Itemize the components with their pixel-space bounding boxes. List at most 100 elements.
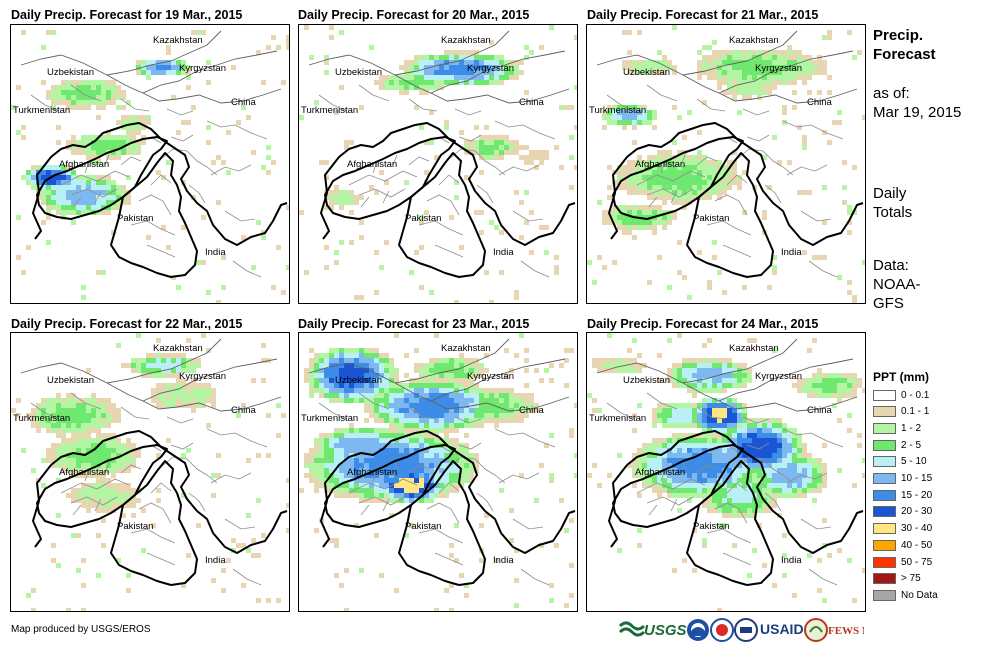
- country-label-afghanistan: Afghanistan: [59, 467, 109, 478]
- country-label-pakistan: Pakistan: [693, 521, 729, 532]
- legend-label: No Data: [901, 589, 938, 601]
- legend-label: 15 - 20: [901, 489, 933, 501]
- country-label-afghanistan: Afghanistan: [347, 159, 397, 170]
- country-label-china: China: [807, 405, 833, 416]
- legend-swatch: [873, 456, 896, 468]
- nws-logo: [710, 618, 734, 642]
- legend-label: 50 - 75: [901, 556, 933, 568]
- fews-net-logo: FEWS NET: [804, 618, 885, 642]
- map-panel-3: Kazakhstan Uzbekistan Kyrgyzstan Turkmenist…: [586, 24, 866, 304]
- country-label-kazakhstan: Kazakhstan: [729, 35, 779, 46]
- admin-boundaries: [596, 30, 858, 278]
- country-label-china: China: [519, 97, 545, 108]
- legend-item: No Data: [873, 589, 938, 601]
- legend-label: 0.1 - 1: [901, 406, 930, 418]
- country-label-uzbekistan: Uzbekistan: [47, 67, 94, 78]
- noaa-logo: [687, 619, 709, 641]
- country-borders: [32, 122, 288, 278]
- country-label-china: China: [519, 405, 545, 416]
- legend-label: 40 - 50: [901, 539, 933, 551]
- country-label-uzbekistan: Uzbekistan: [335, 375, 382, 386]
- legend-swatch: [873, 489, 896, 501]
- admin-boundaries: [308, 30, 570, 278]
- admin-boundaries: [20, 338, 282, 586]
- svg-text:USAID: USAID: [760, 621, 804, 637]
- legend-label: 5 - 10: [901, 456, 927, 468]
- panel-title-4: Daily Precip. Forecast for 22 Mar., 2015: [11, 317, 243, 331]
- legend-item: 5 - 10: [873, 456, 927, 468]
- country-label-afghanistan: Afghanistan: [635, 467, 685, 478]
- legend-label: 0 - 0.1: [901, 389, 930, 401]
- country-label-kazakhstan: Kazakhstan: [153, 35, 203, 46]
- as-of-date: Mar 19, 2015: [873, 104, 962, 121]
- country-label-kazakhstan: Kazakhstan: [441, 343, 491, 354]
- country-label-india: India: [205, 555, 226, 566]
- country-label-uzbekistan: Uzbekistan: [335, 67, 382, 78]
- map-svg: Kazakhstan Uzbekistan Kyrgyzstan Turkmenist…: [299, 333, 577, 611]
- data-source-line-3: GFS: [873, 295, 904, 312]
- map-svg: Kazakhstan Uzbekistan Kyrgyzstan Turkmenist…: [587, 25, 865, 303]
- panel-title-2: Daily Precip. Forecast for 20 Mar., 2015: [298, 8, 530, 22]
- country-label-pakistan: Pakistan: [405, 213, 441, 224]
- legend-item: 20 - 30: [873, 506, 932, 518]
- country-label-india: India: [205, 247, 226, 258]
- country-label-uzbekistan: Uzbekistan: [623, 375, 670, 386]
- country-label-china: China: [231, 97, 257, 108]
- panel-title-3: Daily Precip. Forecast for 21 Mar., 2015: [587, 8, 819, 22]
- map-panel-2: Kazakhstan Uzbekistan Kyrgyzstan Turkmenist…: [298, 24, 578, 304]
- legend-title: PPT (mm): [873, 370, 930, 384]
- country-label-china: China: [231, 405, 257, 416]
- country-label-kazakhstan: Kazakhstan: [153, 343, 203, 354]
- legend-swatch: [873, 406, 896, 418]
- legend-item: 50 - 75: [873, 556, 932, 568]
- country-label-pakistan: Pakistan: [405, 521, 441, 532]
- admin-boundaries: [308, 338, 570, 586]
- map-panel-6: Kazakhstan Uzbekistan Kyrgyzstan Turkmenist…: [586, 332, 866, 612]
- usgs-logo: USGS: [618, 621, 687, 639]
- country-label-turkmenistan: Turkmenistan: [301, 413, 358, 424]
- country-label-india: India: [781, 247, 802, 258]
- map-svg: Kazakhstan Uzbekistan Kyrgyzstan Turkmenist…: [11, 30, 289, 303]
- country-label-india: India: [493, 555, 514, 566]
- map-panel-5: Kazakhstan Uzbekistan Kyrgyzstan Turkmenist…: [298, 332, 578, 612]
- admin-boundaries: [20, 30, 282, 278]
- country-borders: [608, 122, 864, 278]
- country-label-pakistan: Pakistan: [693, 213, 729, 224]
- legend-item: > 75: [873, 573, 921, 585]
- legend-swatch: [873, 556, 896, 568]
- country-label-uzbekistan: Uzbekistan: [47, 375, 94, 386]
- legend-item: 0.1 - 1: [873, 406, 929, 418]
- legend-item: 15 - 20: [873, 489, 932, 501]
- legend-label: > 75: [901, 573, 921, 585]
- country-label-kyrgyzstan: Kyrgyzstan: [755, 63, 802, 74]
- svg-text:FEWS NET: FEWS NET: [828, 625, 864, 637]
- legend-item: 40 - 50: [873, 539, 932, 551]
- country-label-kyrgyzstan: Kyrgyzstan: [755, 371, 802, 382]
- country-label-kyrgyzstan: Kyrgyzstan: [179, 371, 226, 382]
- precip-grid: [11, 333, 289, 611]
- panel-title-5: Daily Precip. Forecast for 23 Mar., 2015: [298, 317, 530, 331]
- precip-grid: [587, 333, 865, 611]
- legend-item: 10 - 15: [873, 473, 932, 485]
- legend-item: 30 - 40: [873, 523, 932, 535]
- panel-title-1: Daily Precip. Forecast for 19 Mar., 2015: [11, 8, 243, 22]
- country-label-turkmenistan: Turkmenistan: [301, 105, 358, 116]
- country-borders: [320, 122, 576, 278]
- sidebar-title: Precip. Forecast: [873, 27, 936, 63]
- country-label-pakistan: Pakistan: [117, 213, 153, 224]
- totals-line-2: Totals: [873, 204, 913, 221]
- legend-swatch: [873, 523, 896, 535]
- country-label-india: India: [493, 247, 514, 258]
- legend-swatch: [873, 389, 896, 401]
- admin-boundaries: [596, 338, 858, 586]
- map-svg: Kazakhstan Uzbekistan Kyrgyzstan Turkmenist…: [299, 25, 577, 303]
- map-svg: Kazakhstan Uzbekistan Kyrgyzstan Turkmenist…: [587, 333, 865, 611]
- map-panel-4: Kazakhstan Uzbekistan Kyrgyzstan Turkmenist…: [10, 332, 290, 612]
- legend-swatch: [873, 473, 896, 484]
- legend-swatch: [873, 539, 896, 551]
- logo-strip: USGS USAID FEWS NET: [618, 616, 885, 644]
- legend-label: 2 - 5: [901, 439, 922, 451]
- legend-item: 1 - 2: [873, 422, 921, 434]
- country-label-turkmenistan: Turkmenistan: [13, 105, 70, 116]
- map-credit: Map produced by USGS/EROS: [11, 624, 151, 635]
